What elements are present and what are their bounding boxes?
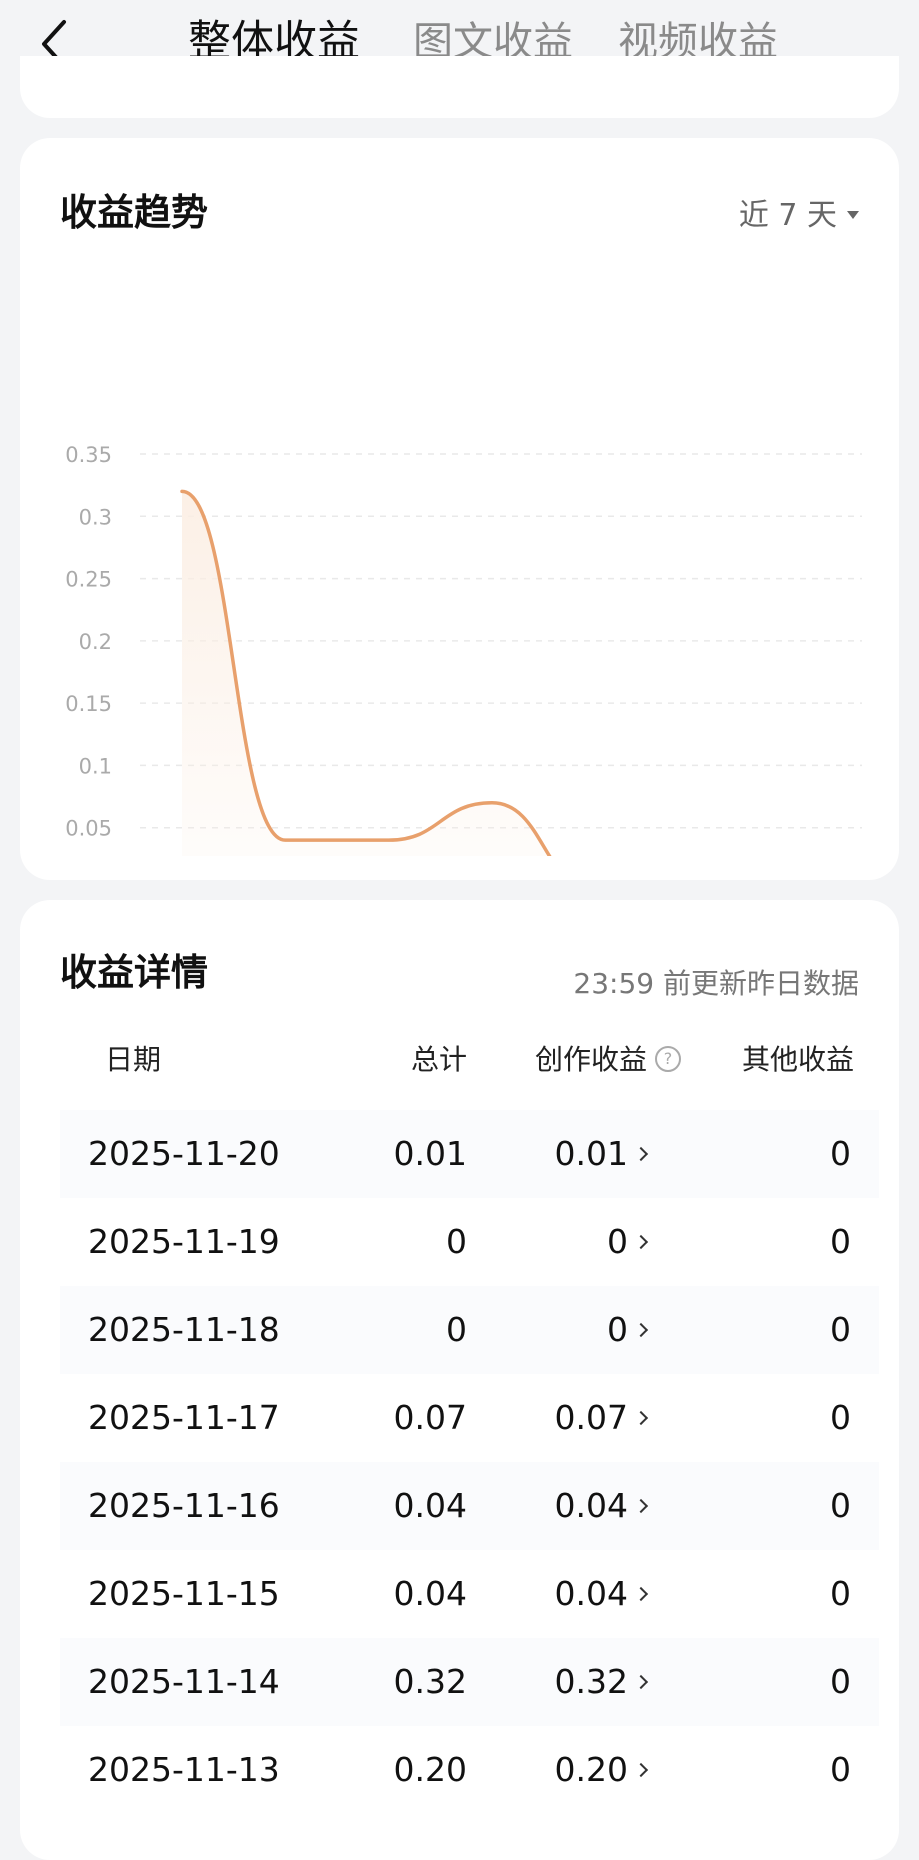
cell-date: 2025-11-15 bbox=[88, 1574, 280, 1613]
cell-creation-link[interactable]: 0.07 bbox=[554, 1374, 649, 1462]
col-header-other: 其他收益 bbox=[741, 1043, 854, 1076]
detail-title: 收益详情 bbox=[60, 951, 208, 994]
cell-creation: 0.04 bbox=[554, 1574, 628, 1613]
y-tick-label: 0.2 bbox=[79, 630, 112, 654]
col-header-total: 总计 bbox=[410, 1043, 467, 1076]
cell-date: 2025-11-14 bbox=[88, 1662, 280, 1701]
question-circle-icon[interactable]: ? bbox=[655, 1046, 681, 1072]
col-header-date: 日期 bbox=[105, 1043, 162, 1076]
cell-total: 0.04 bbox=[393, 1574, 467, 1613]
table-row: 2025-11-15 0.04 0.04 0 bbox=[60, 1550, 879, 1638]
cell-creation-link[interactable]: 0.20 bbox=[554, 1726, 649, 1814]
earnings-trend-card: 收益趋势 近 7 天 00.050.10.150.20.250.30.35 11… bbox=[20, 138, 899, 880]
cell-creation-link[interactable]: 0.01 bbox=[554, 1110, 649, 1198]
y-tick-label: 0.05 bbox=[65, 817, 112, 841]
cell-creation: 0.04 bbox=[554, 1486, 628, 1525]
cell-creation: 0.20 bbox=[554, 1750, 628, 1789]
cell-other: 0 bbox=[830, 1750, 851, 1789]
cell-total: 0.04 bbox=[393, 1486, 467, 1525]
date-range-label: 近 7 天 bbox=[738, 198, 837, 233]
table-row: 2025-11-17 0.07 0.07 0 bbox=[60, 1374, 879, 1462]
cell-date: 2025-11-18 bbox=[88, 1310, 280, 1349]
cell-other: 0 bbox=[830, 1398, 851, 1437]
cell-creation: 0.32 bbox=[554, 1662, 628, 1701]
y-tick-label: 0.1 bbox=[79, 754, 112, 778]
cell-other: 0 bbox=[830, 1310, 851, 1349]
cell-date: 2025-11-20 bbox=[88, 1134, 280, 1173]
y-tick-label: 0.35 bbox=[65, 443, 112, 467]
cell-total: 0 bbox=[446, 1310, 467, 1349]
cell-creation-link[interactable]: 0.04 bbox=[554, 1550, 649, 1638]
series-area bbox=[182, 491, 550, 856]
cell-total: 0.07 bbox=[393, 1398, 467, 1437]
table-row: 2025-11-20 0.01 0.01 0 bbox=[60, 1110, 879, 1198]
series-line bbox=[180, 489, 552, 856]
cell-creation: 0 bbox=[607, 1310, 628, 1349]
chevron-right-icon bbox=[633, 1146, 649, 1161]
cell-date: 2025-11-13 bbox=[88, 1750, 280, 1789]
cell-date: 2025-11-19 bbox=[88, 1222, 280, 1261]
table-row: 2025-11-13 0.20 0.20 0 bbox=[60, 1726, 879, 1814]
table-body: 2025-11-20 0.01 0.01 0 2025-11-19 0 0 0 … bbox=[60, 1110, 879, 1814]
trend-title: 收益趋势 bbox=[60, 191, 208, 234]
cell-creation-link[interactable]: 0 bbox=[607, 1286, 649, 1374]
cell-creation-link[interactable]: 0.04 bbox=[554, 1462, 649, 1550]
col-header-creation-label: 创作收益 bbox=[534, 1043, 647, 1076]
earnings-line-chart: 00.050.10.150.20.250.30.35 11/1411/1511/… bbox=[65, 443, 862, 856]
cell-other: 0 bbox=[830, 1486, 851, 1525]
table-row: 2025-11-19 0 0 0 bbox=[60, 1198, 879, 1286]
cell-other: 0 bbox=[830, 1574, 851, 1613]
cell-date: 2025-11-16 bbox=[88, 1486, 280, 1525]
chevron-right-icon bbox=[633, 1410, 649, 1425]
cell-creation: 0.07 bbox=[554, 1398, 628, 1437]
y-tick-label: 0.25 bbox=[65, 568, 112, 592]
cell-creation-link[interactable]: 0.32 bbox=[554, 1638, 649, 1726]
cell-creation: 0 bbox=[607, 1222, 628, 1261]
earnings-detail-card: 收益详情 23:59 前更新昨日数据 日期 总计 创作收益? 其他收益 2025… bbox=[20, 900, 899, 1860]
summary-card-partial bbox=[20, 56, 899, 118]
update-note: 23:59 前更新昨日数据 bbox=[573, 967, 859, 1000]
cell-creation: 0.01 bbox=[554, 1134, 628, 1173]
cell-total: 0.01 bbox=[393, 1134, 467, 1173]
cell-creation-link[interactable]: 0 bbox=[607, 1198, 649, 1286]
chevron-right-icon bbox=[633, 1498, 649, 1513]
chevron-right-icon bbox=[633, 1322, 649, 1337]
date-range-dropdown[interactable]: 近 7 天 bbox=[739, 190, 859, 234]
cell-total: 0.20 bbox=[393, 1750, 467, 1789]
table-row: 2025-11-14 0.32 0.32 0 bbox=[60, 1638, 879, 1726]
caret-down-icon bbox=[847, 210, 859, 219]
table-row: 2025-11-16 0.04 0.04 0 bbox=[60, 1462, 879, 1550]
cell-other: 0 bbox=[830, 1134, 851, 1173]
cell-other: 0 bbox=[830, 1662, 851, 1701]
chevron-right-icon bbox=[633, 1586, 649, 1601]
cell-total: 0.32 bbox=[393, 1662, 467, 1701]
table-row: 2025-11-18 0 0 0 bbox=[60, 1286, 879, 1374]
chevron-right-icon bbox=[633, 1234, 649, 1249]
y-tick-label: 0.3 bbox=[79, 505, 112, 529]
y-tick-label: 0.15 bbox=[65, 692, 112, 716]
table-header: 日期 总计 创作收益? 其他收益 bbox=[60, 1020, 879, 1100]
chevron-right-icon bbox=[633, 1674, 649, 1689]
col-header-creation: 创作收益? bbox=[535, 1020, 681, 1100]
cell-other: 0 bbox=[830, 1222, 851, 1261]
cell-date: 2025-11-17 bbox=[88, 1398, 280, 1437]
chevron-right-icon bbox=[633, 1762, 649, 1777]
cell-total: 0 bbox=[446, 1222, 467, 1261]
